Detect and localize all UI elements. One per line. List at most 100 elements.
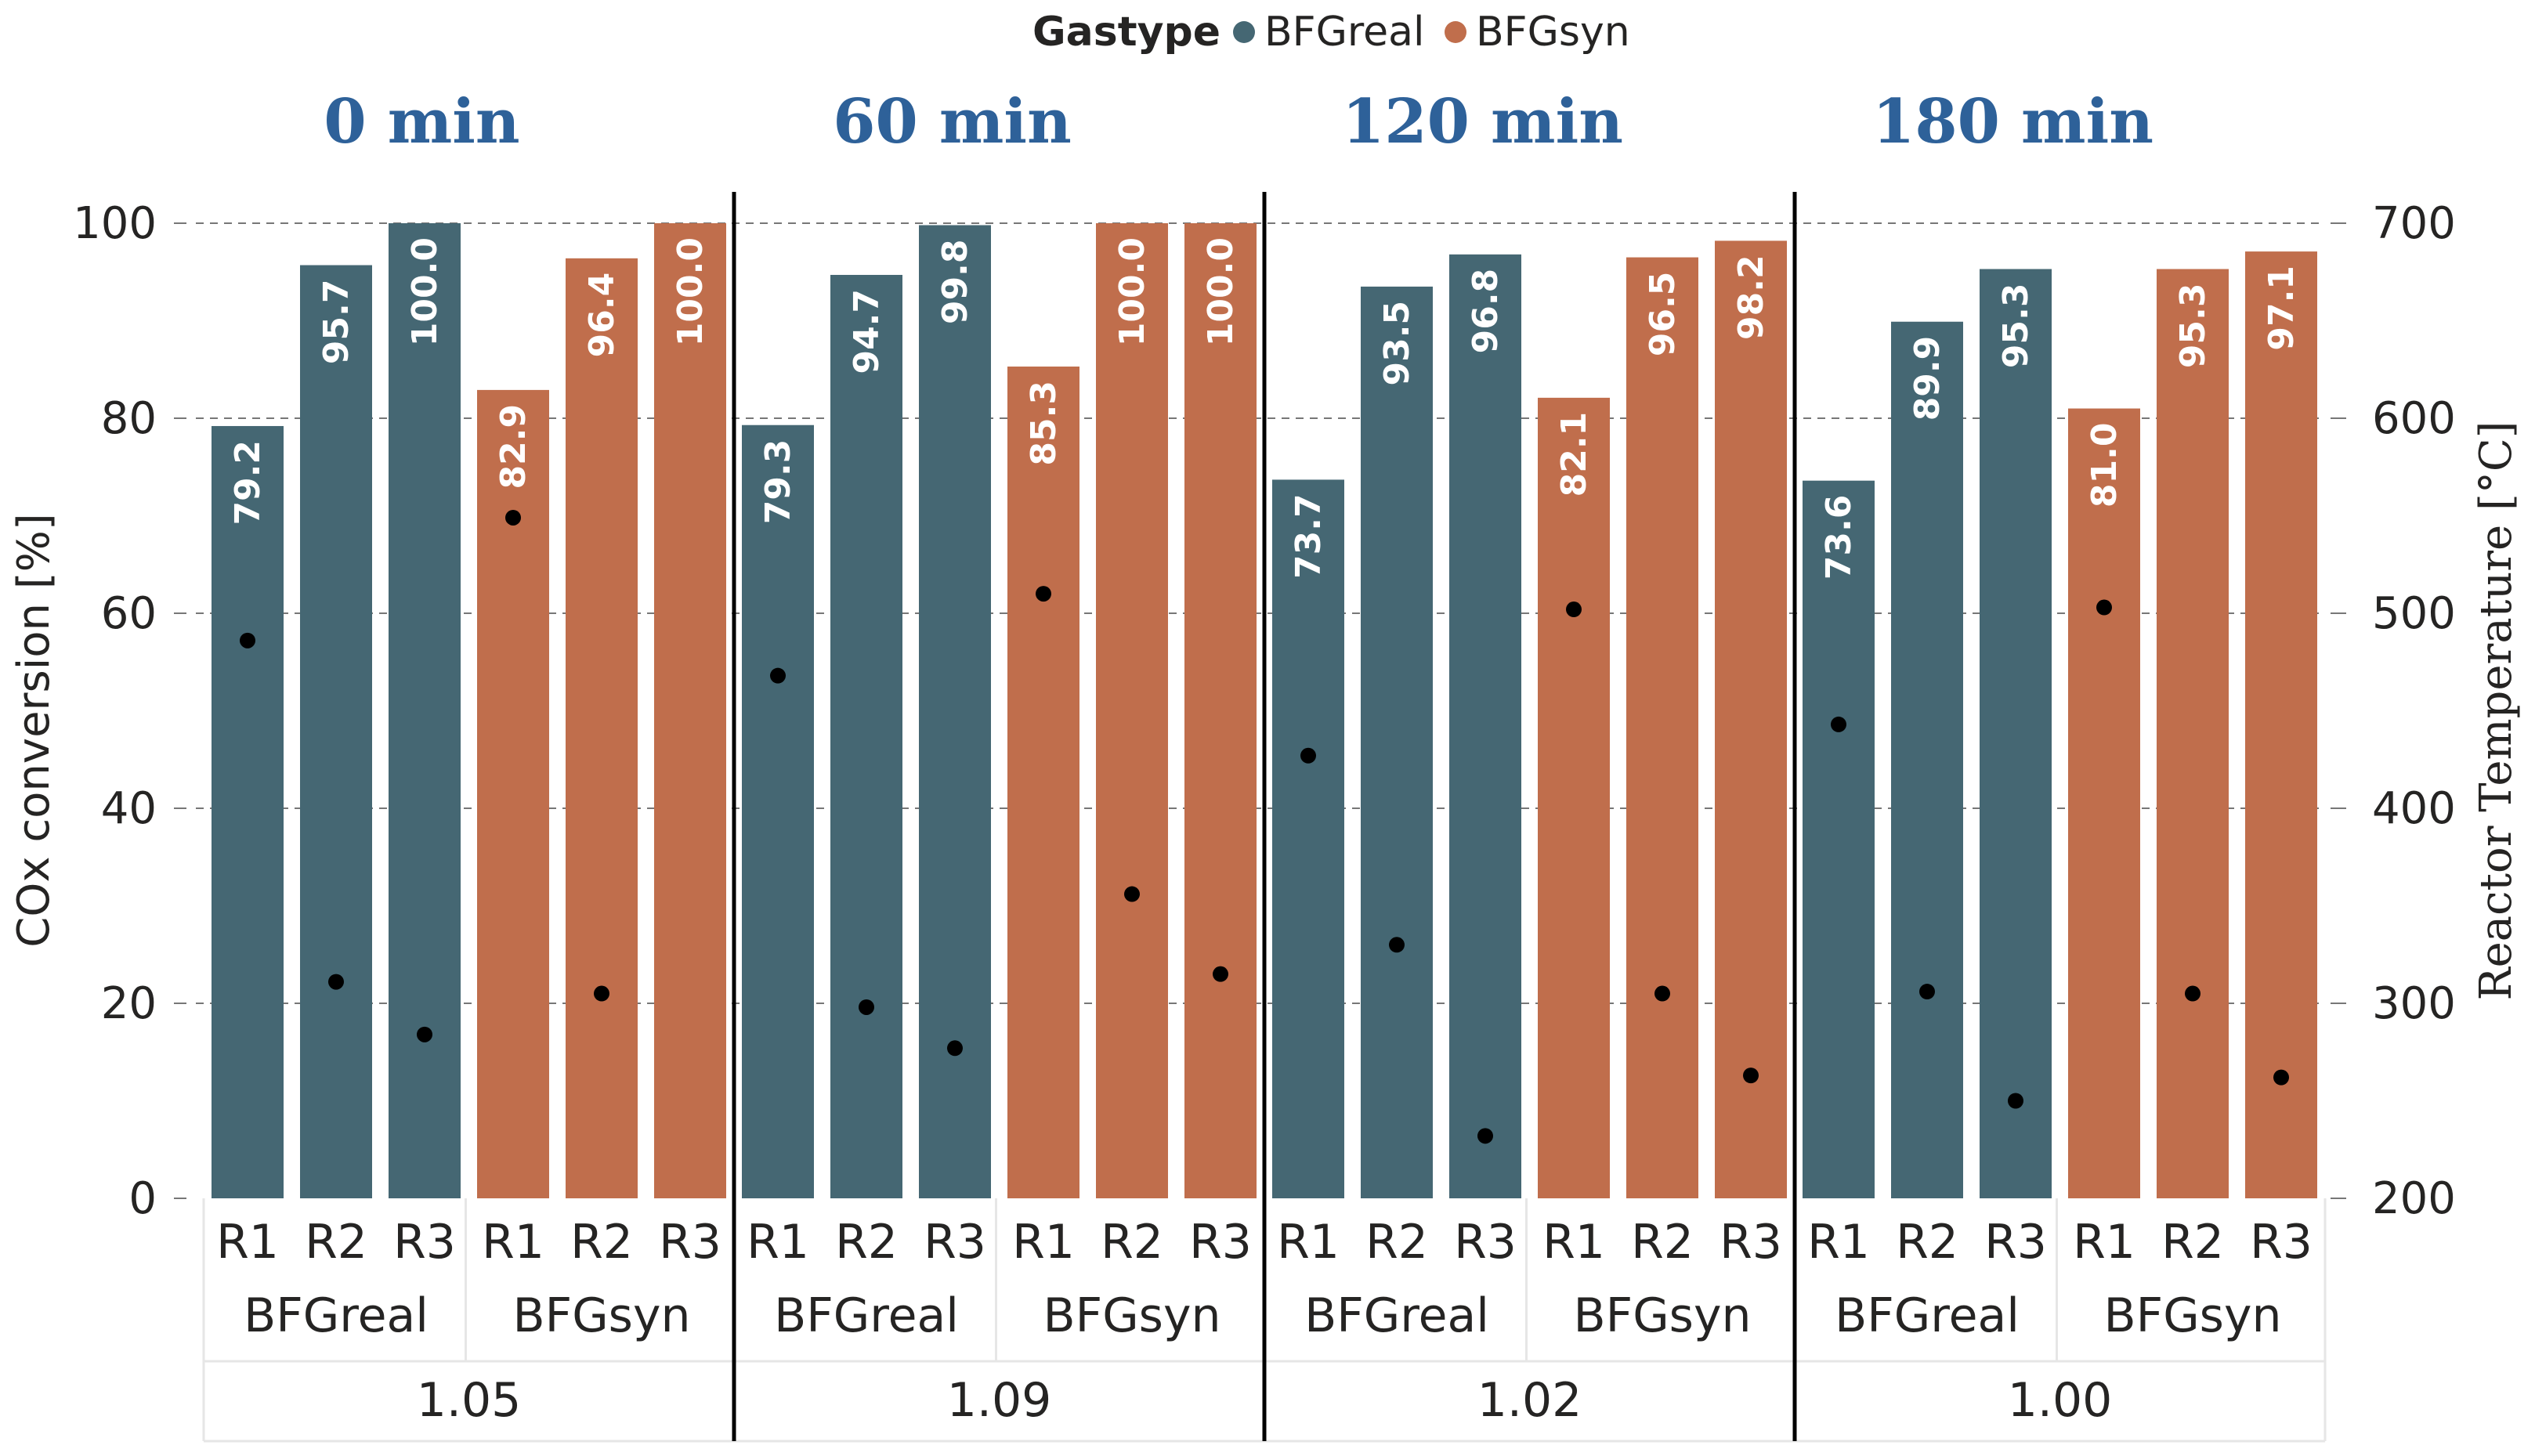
temp-point-3-1-2 (2273, 1069, 2289, 1086)
legend-title: Gastype (1032, 9, 1220, 56)
bar-label-3-0-1: 89.9 (1908, 336, 1947, 421)
reactor-label-1-0-0: R1 (747, 1215, 809, 1270)
bar-3-1-0 (2068, 408, 2140, 1198)
reactor-label-2-1-0: R1 (1542, 1215, 1605, 1270)
reactor-label-3-1-1: R2 (2161, 1215, 2224, 1270)
ratio-label-3: 1.00 (2008, 1373, 2113, 1428)
period-titles: 0 min 60 min 120 min 180 min (324, 86, 2153, 157)
temp-point-1-1-0 (1036, 586, 1051, 602)
gastype-label-0-0: BFGreal (244, 1288, 429, 1343)
reactor-label-1-0-1: R2 (835, 1215, 898, 1270)
bar-label-3-1-2: 97.1 (2262, 266, 2302, 351)
bar-label-1-0-1: 94.7 (847, 289, 887, 374)
reactor-label-3-1-0: R1 (2073, 1215, 2135, 1270)
temp-point-2-0-2 (1477, 1128, 1493, 1144)
bar-label-0-0-1: 95.7 (316, 280, 356, 365)
temp-point-0-1-0 (505, 509, 521, 526)
legend-label-bfgsyn: BFGsyn (1476, 9, 1630, 56)
temp-point-1-0-0 (770, 667, 786, 684)
right-tick-300: 300 (2372, 978, 2456, 1029)
bar-label-1-1-2: 100.0 (1201, 237, 1241, 346)
bar-label-1-0-2: 99.8 (935, 239, 975, 324)
reactor-label-2-0-1: R2 (1365, 1215, 1428, 1270)
left-tick-80: 80 (101, 393, 157, 444)
bar-3-1-1 (2157, 269, 2229, 1198)
bar-3-0-1 (1891, 321, 1963, 1198)
temp-point-3-0-0 (1831, 716, 1846, 732)
reactor-label-0-1-1: R2 (570, 1215, 633, 1270)
temp-point-3-0-1 (1919, 984, 1935, 1000)
ratio-label-2: 1.02 (1477, 1373, 1582, 1428)
ratio-label-1: 1.09 (947, 1373, 1052, 1428)
bar-label-2-0-1: 93.5 (1377, 301, 1417, 386)
legend-marker-bfgreal (1233, 21, 1255, 43)
bar-label-3-1-0: 81.0 (2085, 423, 2125, 508)
left-tick-0: 0 (128, 1173, 157, 1224)
bar-label-3-0-2: 95.3 (1996, 284, 2036, 369)
reactor-label-2-0-0: R1 (1277, 1215, 1340, 1270)
bar-label-1-1-1: 100.0 (1112, 237, 1152, 346)
bar-2-1-2 (1715, 240, 1787, 1198)
temp-point-3-0-2 (2008, 1093, 2023, 1109)
period-title-1: 60 min (833, 86, 1072, 157)
reactor-label-0-0-0: R1 (216, 1215, 279, 1270)
bar-label-0-1-2: 100.0 (671, 237, 711, 346)
bar-2-0-1 (1361, 286, 1433, 1198)
bar-label-0-0-0: 79.2 (228, 440, 268, 526)
bar-label-1-0-0: 79.3 (758, 439, 798, 525)
gastype-label-2-1: BFGsyn (1574, 1288, 1752, 1343)
temp-point-3-1-1 (2185, 985, 2200, 1002)
temp-point-2-0-0 (1300, 747, 1316, 764)
bar-label-2-1-1: 96.5 (1643, 272, 1683, 357)
right-tick-200: 200 (2372, 1173, 2456, 1224)
reactor-label-2-0-2: R3 (1454, 1215, 1517, 1270)
bar-label-0-0-2: 100.0 (405, 237, 445, 346)
reactor-label-1-1-0: R1 (1012, 1215, 1075, 1270)
reactor-label-3-0-1: R2 (1896, 1215, 1958, 1270)
bar-0-0-0 (212, 425, 284, 1198)
reactor-label-2-1-1: R2 (1631, 1215, 1694, 1270)
bar-1-0-1 (830, 274, 902, 1198)
temp-point-2-1-0 (1566, 602, 1582, 618)
temp-point-0-1-1 (594, 985, 609, 1002)
left-tick-100: 100 (73, 198, 157, 249)
ratio-label-0: 1.05 (417, 1373, 522, 1428)
bar-2-1-0 (1538, 397, 1610, 1199)
right-tick-400: 400 (2372, 783, 2456, 834)
bar-0-0-1 (300, 265, 372, 1198)
bar-0-1-1 (566, 258, 638, 1198)
temp-point-0-0-1 (328, 974, 344, 990)
period-title-2: 120 min (1342, 86, 1623, 157)
reactor-label-0-0-1: R2 (305, 1215, 367, 1270)
category-axis: 1.05 BFGreal R1 R2 R3 BFGsyn R1 R2 R3 1.09 BFGreal… (202, 1198, 2327, 1443)
left-tick-40: 40 (101, 783, 157, 834)
left-axis-label: COx conversion [%] (9, 513, 60, 947)
bar-label-3-1-1: 95.3 (2173, 284, 2213, 369)
bar-label-1-1-0: 85.3 (1024, 381, 1064, 466)
temp-point-1-0-2 (947, 1040, 963, 1057)
legend: Gastype BFGreal BFGsyn (1032, 9, 1630, 56)
reactor-label-0-1-0: R1 (482, 1215, 544, 1270)
right-axis: 200 300 400 500 600 700 Reactor Temperature [°… (2331, 198, 2522, 1224)
temp-point-2-0-1 (1389, 937, 1405, 953)
reactor-label-0-1-2: R3 (659, 1215, 721, 1270)
bar-label-0-1-0: 82.9 (494, 404, 533, 490)
bar-2-1-1 (1626, 257, 1698, 1199)
bar-2-0-0 (1272, 479, 1344, 1198)
gastype-label-3-1: BFGsyn (2104, 1288, 2282, 1343)
bar-label-2-1-0: 82.1 (1554, 412, 1594, 497)
reactor-label-1-1-2: R3 (1189, 1215, 1252, 1270)
period-separators (732, 192, 1797, 1441)
reactor-label-3-0-0: R1 (1807, 1215, 1870, 1270)
bar-1-1-0 (1007, 367, 1079, 1198)
right-tick-700: 700 (2372, 198, 2456, 249)
bar-1-0-2 (919, 225, 991, 1198)
bar-label-2-1-2: 98.2 (1731, 255, 1771, 340)
reactor-label-1-1-1: R2 (1101, 1215, 1163, 1270)
left-axis: 0 20 40 60 80 100 COx conversion [%] (9, 198, 186, 1224)
reactor-label-3-1-2: R3 (2250, 1215, 2313, 1270)
bar-3-0-2 (1980, 269, 2052, 1198)
bar-2-0-2 (1449, 254, 1521, 1199)
temp-point-2-1-2 (1743, 1068, 1759, 1084)
legend-label-bfgreal: BFGreal (1264, 9, 1424, 56)
